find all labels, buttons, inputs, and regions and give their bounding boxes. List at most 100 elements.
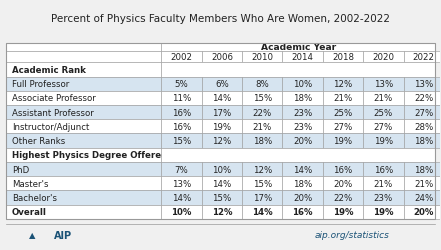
Bar [323,92,363,106]
Bar [323,190,363,205]
Bar [323,52,363,63]
Text: 16%: 16% [172,122,191,131]
Text: Academic Rank: Academic Rank [12,66,86,75]
Bar [202,176,242,190]
Bar [283,77,323,92]
Bar [6,205,161,219]
Bar [161,77,202,92]
Text: 23%: 23% [374,193,393,202]
Text: 19%: 19% [374,136,393,145]
Text: 15%: 15% [253,179,272,188]
Bar [283,52,323,63]
Text: Percent of Physics Faculty Members Who Are Women, 2002-2022: Percent of Physics Faculty Members Who A… [51,14,390,24]
Text: 14%: 14% [252,208,273,216]
Bar [283,106,323,120]
Bar [283,120,323,134]
Bar [242,190,283,205]
Bar [6,44,435,219]
Bar [323,77,363,92]
Text: 15%: 15% [212,193,232,202]
Bar [363,52,404,63]
Bar [6,162,161,176]
Text: 20%: 20% [333,179,353,188]
Bar [6,120,161,134]
Text: AIP: AIP [54,230,72,240]
Bar [161,120,202,134]
Text: 21%: 21% [253,122,272,131]
Text: 12%: 12% [212,136,232,145]
Text: 10%: 10% [293,80,312,89]
Bar [161,205,202,219]
Text: 18%: 18% [414,165,434,174]
Text: 7%: 7% [175,165,188,174]
Bar [202,205,242,219]
Bar [404,205,441,219]
Text: 5%: 5% [175,80,188,89]
Text: 24%: 24% [414,193,434,202]
Text: 11%: 11% [172,94,191,103]
Bar [161,176,202,190]
Bar [161,162,202,176]
Text: PhD: PhD [12,165,29,174]
Text: 14%: 14% [212,179,232,188]
Bar [323,176,363,190]
Text: 2020: 2020 [373,53,394,62]
Bar [323,134,363,148]
Text: 12%: 12% [333,80,353,89]
Text: Academic Year: Academic Year [261,43,336,52]
Bar [283,134,323,148]
Text: 20%: 20% [293,136,312,145]
Text: 14%: 14% [172,193,191,202]
Text: 20%: 20% [293,193,312,202]
Bar [363,106,404,120]
Text: 18%: 18% [293,94,312,103]
Bar [242,162,283,176]
Text: 28%: 28% [414,122,434,131]
Bar [202,120,242,134]
Text: 25%: 25% [333,108,353,117]
Text: 17%: 17% [253,193,272,202]
Bar [363,190,404,205]
Text: 2014: 2014 [292,53,314,62]
Bar [242,176,283,190]
Text: 13%: 13% [414,80,434,89]
Text: 13%: 13% [172,179,191,188]
Bar [202,106,242,120]
Text: 15%: 15% [253,94,272,103]
Text: 10%: 10% [212,165,232,174]
Text: 2002: 2002 [171,53,193,62]
Bar [404,77,441,92]
Text: 18%: 18% [253,136,272,145]
Bar [6,106,161,120]
Bar [404,176,441,190]
Bar [404,92,441,106]
Bar [6,176,161,190]
Bar [363,92,404,106]
Text: 15%: 15% [172,136,191,145]
Bar [323,106,363,120]
Bar [161,190,202,205]
Bar [6,63,161,77]
Text: 13%: 13% [374,80,393,89]
Bar [283,205,323,219]
Bar [323,162,363,176]
Bar [161,134,202,148]
Text: 17%: 17% [212,108,232,117]
Text: 18%: 18% [414,136,434,145]
Text: 21%: 21% [414,179,434,188]
Text: 16%: 16% [292,208,313,216]
Text: Overall: Overall [12,208,47,216]
Text: 19%: 19% [333,208,353,216]
Bar [283,92,323,106]
Text: 14%: 14% [293,165,312,174]
Bar [283,162,323,176]
Bar [202,52,242,63]
Text: 12%: 12% [212,208,232,216]
Bar [6,190,161,205]
Bar [404,52,441,63]
Bar [404,162,441,176]
Text: 19%: 19% [213,122,232,131]
Bar [161,106,202,120]
Bar [283,176,323,190]
Bar [242,120,283,134]
